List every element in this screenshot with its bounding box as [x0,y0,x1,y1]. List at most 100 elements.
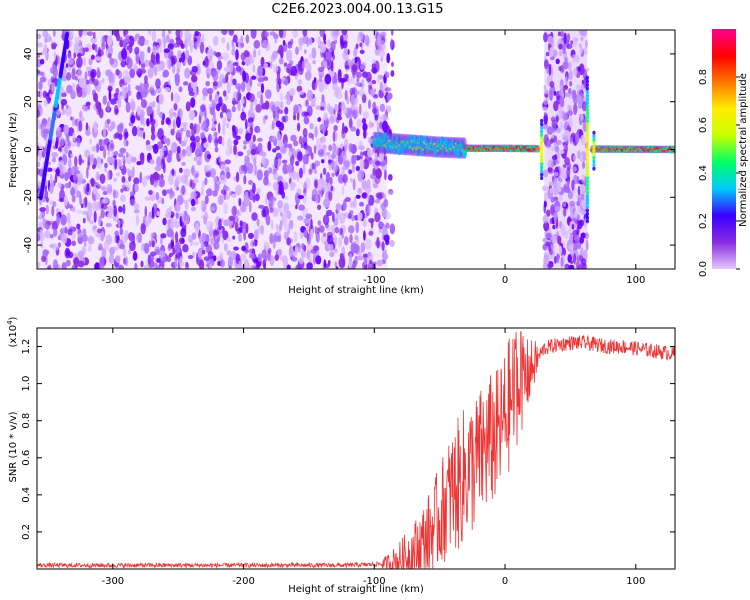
spectral-blob [67,58,74,65]
spectral-blob [119,39,124,48]
spectral-blob [45,196,49,203]
spectral-blob [579,185,586,192]
spectral-blob [125,256,128,267]
spectral-blob [225,237,232,242]
spectral-blob [85,101,91,106]
spectral-blob [207,133,212,144]
spectral-blob [159,149,165,159]
spectral-blob [168,173,174,186]
spectral-blob [177,50,182,60]
spectral-blob [559,85,563,90]
spectral-blob [140,154,145,165]
spectral-blob [52,243,59,251]
spectral-blob [367,261,375,269]
spectral-blob [243,163,248,175]
spectral-blob [326,39,331,48]
spectral-blob [263,241,270,251]
spectral-blob [343,236,349,246]
spectral-blob [585,179,590,184]
spectral-blob [288,219,294,230]
spectral-blob [238,233,242,242]
spectral-blob [283,206,289,217]
spectral-blob [543,192,548,202]
spectral-blob [580,134,586,145]
spectral-blob [156,156,162,168]
spectral-blob [151,89,157,97]
spectral-blob [257,253,262,262]
spectral-blob [560,256,564,268]
spectral-blob [167,43,174,50]
spectral-blob [120,164,124,170]
spectral-blob [72,131,76,142]
spectral-blob [375,168,382,180]
spectral-blob [84,149,91,159]
spectral-blob [223,193,231,200]
spectral-blob [231,193,237,198]
spectrogram-y-tick-label: 0 [23,146,34,152]
spectral-blob [175,212,179,220]
spectral-blob [198,114,202,124]
spectral-blob [93,225,97,230]
spectral-blob [209,49,214,58]
spectral-blob [298,37,304,47]
spectral-blob [212,35,219,47]
spectral-blob [541,185,549,192]
spectral-blob [122,69,129,81]
spectral-blob [56,213,61,226]
spectral-blob [97,183,102,190]
spectral-blob [294,192,301,204]
spectral-blob [306,262,313,269]
spectral-blob [283,62,288,67]
spectral-blob [540,169,544,174]
spectral-blob [107,53,112,59]
spectral-blob [278,184,284,195]
spectral-blob [231,100,239,105]
spectral-blob [585,215,590,220]
spectral-blob [310,101,316,108]
spectral-blob [568,264,575,269]
spectral-blob [269,31,276,36]
spectral-blob [48,264,52,269]
spectral-blob [76,223,81,230]
spectral-blob [569,69,573,81]
spectrogram-y-label: Frequency (Hz) [8,112,19,188]
spectral-blob [549,248,553,255]
spectral-blob [274,156,278,169]
spectral-blob [212,255,217,262]
spectral-blob [174,179,179,191]
spectral-blob [41,255,47,263]
spectral-blob [382,159,388,166]
spectral-blob [361,180,368,191]
spectral-blob [144,242,150,254]
spectral-blob [268,197,273,209]
spectral-blob [136,233,143,243]
spectral-blob [286,264,291,269]
spectral-blob [390,30,394,36]
spectral-blob [70,187,76,197]
spectral-blob [172,247,176,255]
spectral-blob [355,43,359,50]
spectral-blob [226,111,233,119]
spectral-blob [157,102,161,113]
spectral-blob [137,72,142,78]
figure-title: C2E6.2023.004.00.13.G15 [271,2,444,17]
spectral-blob [125,101,131,113]
spectral-blob [592,166,596,171]
spectral-blob [162,217,167,226]
spectral-blob [366,179,371,189]
spectral-blob [348,117,353,129]
spectral-blob [82,210,88,215]
spectral-blob [99,139,106,151]
spectral-blob [257,142,263,152]
spectral-blob [325,51,332,61]
spectral-blob [378,227,385,234]
spectral-blob [335,91,343,100]
spectral-blob [156,210,161,217]
spectral-blob [248,180,253,186]
spectral-blob [576,256,580,263]
spectral-blob [672,149,675,153]
spectral-blob [543,99,549,106]
spectral-blob [543,254,550,267]
spectral-blob [147,67,154,79]
spectral-blob [44,230,51,239]
